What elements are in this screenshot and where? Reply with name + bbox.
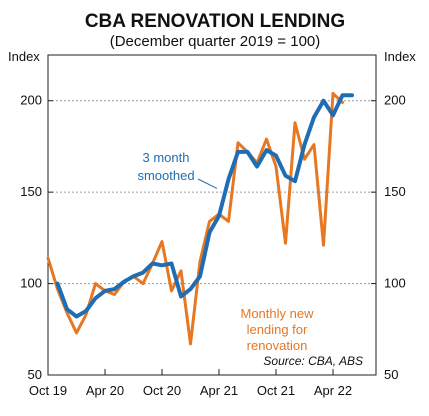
data-point-smoothed	[94, 297, 97, 300]
data-point-monthly	[75, 332, 78, 334]
data-point-smoothed	[246, 151, 249, 153]
data-point-smoothed	[75, 315, 78, 318]
series-label-smoothed-line2: smoothed	[137, 168, 194, 183]
x-tick-label: Oct 20	[143, 383, 181, 398]
y-tick-label-left: 50	[28, 367, 42, 382]
data-point-monthly	[265, 138, 268, 140]
data-point-smoothed	[294, 180, 296, 182]
data-point-smoothed	[227, 178, 230, 181]
data-point-smoothed	[341, 94, 344, 96]
data-point-monthly	[199, 260, 201, 263]
series-line-smoothed	[55, 93, 354, 319]
series-label-monthly-line1: Monthly new	[241, 306, 315, 321]
data-point-smoothed	[170, 262, 173, 265]
data-point-smoothed	[351, 94, 353, 96]
data-point-smoothed	[313, 116, 315, 118]
x-tick-label: Apr 21	[200, 383, 238, 398]
plot-frame	[47, 54, 377, 376]
data-point-monthly	[322, 244, 325, 246]
series-label-pointer	[197, 178, 218, 189]
data-point-monthly	[332, 92, 334, 95]
data-point-smoothed	[104, 290, 106, 292]
x-tick-label: Apr 20	[86, 383, 124, 398]
data-point-smoothed	[284, 174, 287, 177]
data-point-monthly	[180, 270, 182, 272]
data-point-smoothed	[56, 282, 59, 285]
data-point-monthly	[85, 313, 87, 316]
data-point-monthly	[47, 257, 49, 259]
data-point-smoothed	[218, 215, 220, 217]
data-point-smoothed	[189, 288, 192, 290]
series-label-monthly-line3: renovation	[247, 338, 308, 353]
data-point-smoothed	[237, 151, 239, 153]
x-tick-label: Oct 19	[29, 383, 67, 398]
data-point-smoothed	[161, 264, 163, 267]
data-point-smoothed	[275, 154, 277, 157]
data-point-smoothed	[303, 143, 306, 146]
data-point-monthly	[161, 240, 163, 243]
data-point-monthly	[237, 142, 239, 144]
data-point-smoothed	[265, 149, 268, 151]
data-point-smoothed	[256, 165, 258, 168]
data-point-smoothed	[123, 280, 125, 283]
x-tick-label: Oct 21	[257, 383, 295, 398]
data-point-monthly	[208, 220, 211, 223]
data-point-smoothed	[85, 310, 87, 312]
data-point-monthly	[313, 143, 315, 146]
data-point-smoothed	[332, 114, 334, 117]
y-tick-label-right: 50	[384, 367, 398, 382]
data-point-monthly	[275, 165, 277, 168]
data-point-smoothed	[180, 295, 182, 298]
y-tick-label-left: 150	[20, 184, 42, 199]
data-point-monthly	[227, 220, 230, 223]
series-label-monthly-line2: lending for	[247, 322, 308, 337]
data-point-smoothed	[208, 231, 211, 234]
data-point-monthly	[142, 282, 144, 285]
data-point-monthly	[66, 312, 68, 314]
data-point-smoothed	[199, 275, 201, 278]
data-point-monthly	[113, 293, 116, 296]
y-tick-label-left: 200	[20, 93, 42, 108]
y-tick-label-right: 100	[384, 276, 406, 291]
data-point-smoothed	[142, 271, 144, 274]
y-tick-label-right: 150	[384, 184, 406, 199]
source-note: Source: CBA, ABS	[263, 354, 363, 368]
data-point-smoothed	[132, 275, 135, 278]
y-axis-label-left: Index	[8, 49, 40, 64]
data-point-smoothed	[66, 308, 68, 311]
data-point-monthly	[284, 242, 287, 245]
series-line-monthly	[46, 91, 344, 346]
y-axis-label-right: Index	[384, 49, 416, 64]
data-point-smoothed	[151, 262, 154, 265]
data-point-monthly	[341, 101, 344, 104]
data-point-monthly	[189, 343, 192, 345]
data-point-smoothed	[322, 99, 325, 102]
series-label-smoothed-line1: 3 month	[143, 150, 190, 165]
y-tick-label-right: 200	[384, 93, 406, 108]
chart-title: CBA RENOVATION LENDING	[85, 11, 345, 32]
data-point-monthly	[294, 121, 296, 124]
y-tick-label-left: 100	[20, 276, 42, 291]
x-tick-label: Apr 22	[314, 383, 352, 398]
data-point-monthly	[170, 290, 173, 292]
data-point-smoothed	[113, 288, 116, 290]
data-point-monthly	[94, 282, 97, 285]
data-point-monthly	[303, 158, 306, 160]
chart-subtitle: (December quarter 2019 = 100)	[110, 33, 321, 50]
